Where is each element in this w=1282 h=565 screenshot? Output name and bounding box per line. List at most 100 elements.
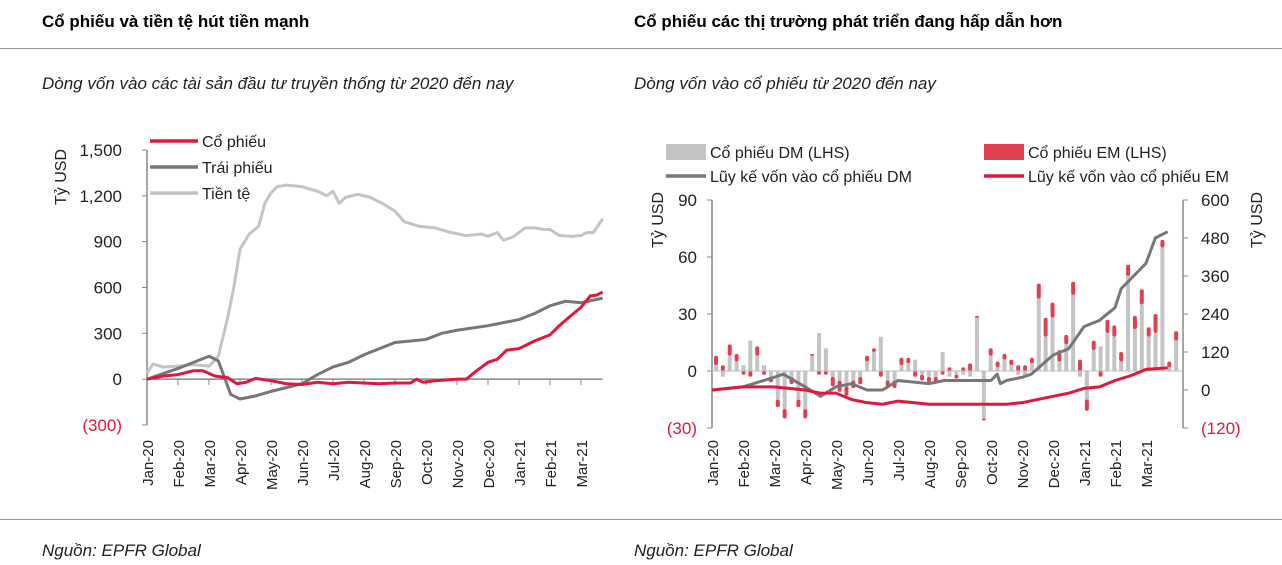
x-tick-label: Apr-20 <box>798 440 815 485</box>
x-tick-label: Apr-20 <box>233 440 250 485</box>
dm-bar <box>741 365 746 371</box>
left-chart-subtitle: Dòng vốn vào các tài sản đầu tư truyền t… <box>42 74 514 93</box>
y2-axis-label: Tỷ USD <box>1249 192 1266 248</box>
y-tick-label: 900 <box>94 233 122 252</box>
y-tick-label: 90 <box>678 191 697 210</box>
dm-bar <box>968 371 973 377</box>
y-tick-label: 600 <box>94 279 122 298</box>
em-bar <box>920 374 925 381</box>
dm-bar <box>974 317 979 371</box>
dm-bar <box>1139 304 1144 371</box>
dm-bar <box>823 348 828 371</box>
y-tick-label: 0 <box>113 370 122 389</box>
dm-bar <box>796 371 801 400</box>
x-tick-label: Aug-20 <box>922 440 939 488</box>
dm-bar <box>789 371 794 377</box>
dm-bar <box>961 371 966 375</box>
x-tick-label: Feb-21 <box>543 440 560 488</box>
em-bar <box>906 357 911 364</box>
dm-bar <box>906 363 911 371</box>
em-bar <box>1029 357 1034 364</box>
series-line-1 <box>146 296 604 401</box>
em-bar <box>1084 399 1089 411</box>
em-bar <box>913 371 918 377</box>
y-tick-label: (30) <box>667 419 697 438</box>
left-source: Nguồn: EPFR Global <box>42 541 201 560</box>
x-tick-label: Jan-20 <box>705 440 722 486</box>
dm-bar <box>1023 371 1028 377</box>
dm-bar <box>995 367 1000 371</box>
y-tick-label: 1,200 <box>79 187 122 206</box>
series-line-0 <box>146 290 604 387</box>
dm-bar <box>1002 359 1007 371</box>
em-bar <box>1174 331 1179 341</box>
em-bar <box>947 367 952 371</box>
y2-tick-label: 120 <box>1201 343 1229 362</box>
x-tick-label: Dec-20 <box>1046 440 1063 488</box>
dm-bar <box>1167 367 1172 371</box>
legend-label: Cổ phiếu DM (LHS) <box>710 144 850 162</box>
dm-bar <box>768 371 773 377</box>
x-tick-label: Feb-21 <box>1108 440 1125 488</box>
dm-bar <box>1071 295 1076 371</box>
y-tick-label: 0 <box>688 362 697 381</box>
em-bar <box>858 376 863 385</box>
em-bar <box>968 363 973 371</box>
em-bar <box>1139 289 1144 305</box>
dm-bar <box>1146 336 1151 371</box>
dm-bar <box>1050 317 1055 371</box>
em-bar <box>823 371 828 375</box>
dm-bar <box>1126 276 1131 371</box>
x-tick-label: Jan-21 <box>1077 440 1094 486</box>
y-axis-label: Tỷ USD <box>650 192 667 248</box>
em-bar <box>1112 325 1117 337</box>
legend-label: Cổ phiếu EM (LHS) <box>1028 144 1167 162</box>
em-bar <box>1105 319 1110 333</box>
dm-bar <box>926 371 931 377</box>
dm-bar <box>933 371 938 377</box>
dm-bar <box>1112 336 1117 371</box>
dm-bar <box>878 336 883 371</box>
em-bar <box>1050 302 1055 318</box>
dm-bar <box>1043 336 1048 371</box>
em-bar <box>727 344 732 356</box>
em-bar <box>1009 359 1014 366</box>
y-tick-label: 300 <box>94 324 122 343</box>
em-bar <box>755 346 760 356</box>
em-bar <box>1098 371 1103 377</box>
dm-bar <box>1084 371 1089 400</box>
dm-bar <box>714 365 718 371</box>
em-bar <box>734 353 739 362</box>
em-bar <box>803 409 808 419</box>
dm-bar <box>913 359 918 371</box>
em-bar <box>1126 264 1131 276</box>
y-tick-label: (300) <box>82 416 122 435</box>
dm-bar <box>1132 329 1137 371</box>
dm-bar <box>1153 333 1158 371</box>
x-tick-label: Sep-20 <box>388 440 405 488</box>
y-tick-label: 30 <box>678 305 697 324</box>
dm-bar <box>920 371 925 375</box>
dm-bar <box>1119 361 1124 371</box>
dm-bar <box>775 371 780 400</box>
dm-bar <box>830 371 835 377</box>
x-tick-label: Mar-20 <box>202 440 219 488</box>
dm-bar <box>981 371 986 419</box>
x-tick-label: Jul-20 <box>326 440 343 481</box>
dm-bar <box>1091 350 1096 371</box>
x-tick-label: Nov-20 <box>1015 440 1032 488</box>
em-bar <box>961 367 966 371</box>
em-bar <box>775 399 780 408</box>
em-bar <box>844 386 849 396</box>
em-bar <box>1160 239 1165 248</box>
dm-bar <box>1160 247 1165 371</box>
right-chart-subtitle: Dòng vốn vào cổ phiếu từ 2020 đến nay <box>634 74 936 93</box>
em-bar <box>974 315 979 318</box>
y2-tick-label: 480 <box>1201 229 1229 248</box>
x-tick-label: Sep-20 <box>953 440 970 488</box>
legend-label: Cổ phiếu <box>202 133 266 151</box>
dm-bar <box>1174 340 1179 371</box>
em-bar <box>981 418 986 421</box>
em-bar <box>1071 281 1076 295</box>
